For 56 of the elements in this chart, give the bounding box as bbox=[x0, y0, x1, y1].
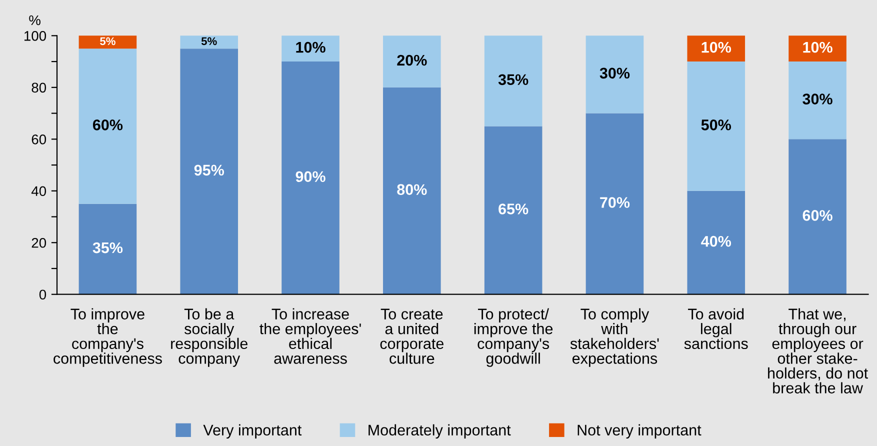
x-tick-label: That we, through our employees or other stake- holders, do not break the law bbox=[768, 308, 868, 394]
x-tick-label: To increase the employees' ethical awareness bbox=[260, 308, 361, 364]
y-tick-label: 100 bbox=[24, 31, 46, 41]
data-label: 50% bbox=[701, 120, 732, 130]
bar bbox=[484, 36, 542, 126]
data-label: 65% bbox=[498, 204, 528, 214]
data-label: 30% bbox=[600, 68, 630, 79]
bar bbox=[282, 36, 340, 62]
data-label: 60% bbox=[802, 210, 832, 221]
data-label: 10% bbox=[702, 42, 732, 53]
bar bbox=[282, 62, 340, 294]
data-label: 20% bbox=[397, 54, 427, 66]
y-tick-label: 60 bbox=[32, 134, 46, 144]
bar bbox=[484, 126, 542, 294]
x-tick-label: To create a united corporate culture bbox=[380, 308, 444, 364]
bar bbox=[586, 36, 644, 114]
data-label: 5% bbox=[100, 37, 116, 46]
bar bbox=[78, 204, 137, 294]
bar bbox=[180, 48, 238, 294]
data-label: 35% bbox=[498, 74, 528, 86]
y-tick-label: 80 bbox=[32, 82, 46, 93]
y-tick-label: 0 bbox=[39, 290, 46, 300]
bar bbox=[78, 36, 137, 49]
data-label: 5% bbox=[201, 37, 217, 46]
bar bbox=[687, 62, 746, 191]
data-label: 90% bbox=[296, 171, 326, 182]
x-tick-label: To avoid legal sanctions bbox=[684, 308, 748, 350]
data-label: 35% bbox=[92, 242, 123, 254]
bar bbox=[383, 36, 441, 88]
data-label: 10% bbox=[803, 42, 832, 53]
data-label: 80% bbox=[397, 184, 427, 195]
bar bbox=[687, 36, 746, 62]
bar bbox=[78, 48, 137, 204]
data-label: 70% bbox=[600, 197, 630, 208]
x-tick-label: To protect/ improve the company's goodwill bbox=[474, 308, 553, 367]
bar bbox=[788, 36, 846, 62]
bar bbox=[788, 62, 846, 140]
data-label: 30% bbox=[802, 94, 832, 104]
data-label: 40% bbox=[701, 236, 732, 247]
x-tick-label: To comply with stakeholders' expectations bbox=[570, 308, 659, 367]
y-tick-label: 40 bbox=[31, 186, 46, 196]
data-label: 10% bbox=[296, 42, 326, 53]
y-axis-title: % bbox=[29, 15, 40, 26]
legend-label: Very important bbox=[203, 424, 302, 439]
bar bbox=[788, 139, 846, 294]
y-tick-label: 20 bbox=[32, 238, 46, 248]
data-label: 95% bbox=[194, 164, 224, 176]
bar bbox=[586, 113, 644, 294]
x-tick-label: To improve the company's competitiveness bbox=[54, 308, 162, 367]
legend-label: Not very important bbox=[578, 424, 702, 439]
data-label: 60% bbox=[92, 120, 123, 130]
bar bbox=[687, 190, 746, 294]
x-tick-label: To be a socially responsible company bbox=[171, 308, 248, 367]
bar bbox=[383, 87, 441, 294]
bar bbox=[180, 36, 238, 49]
legend-label: Moderately important bbox=[368, 424, 511, 439]
